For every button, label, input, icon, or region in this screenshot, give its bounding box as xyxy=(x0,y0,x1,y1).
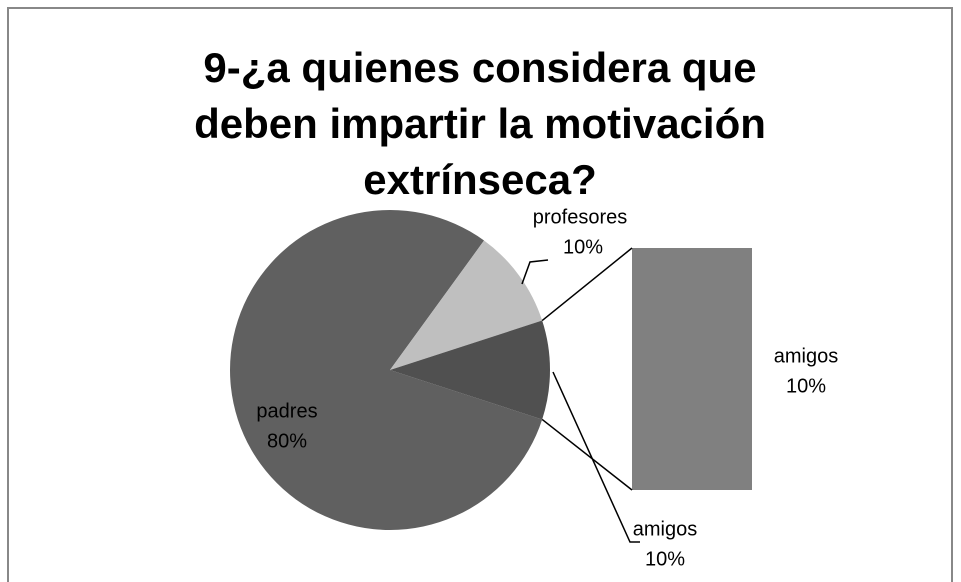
chart-frame xyxy=(7,7,953,582)
pie-slice xyxy=(230,210,543,531)
pie-slice xyxy=(390,320,551,420)
leader-line xyxy=(552,371,640,543)
data-label: amigos xyxy=(774,345,838,367)
data-label: 10% xyxy=(645,548,685,570)
pie-slice xyxy=(390,240,543,370)
data-label: 10% xyxy=(563,236,603,258)
data-label: amigos xyxy=(633,518,697,540)
secondary-bar xyxy=(632,248,752,490)
data-label: profesores xyxy=(533,206,628,228)
connector xyxy=(541,247,633,322)
connector xyxy=(541,418,633,491)
chart-title: 9-¿a quienes considera que deben imparti… xyxy=(194,44,766,203)
data-label: 10% xyxy=(786,375,826,397)
leader-line xyxy=(521,259,549,285)
data-label: 80% xyxy=(267,430,307,452)
data-label: padres xyxy=(256,400,317,422)
